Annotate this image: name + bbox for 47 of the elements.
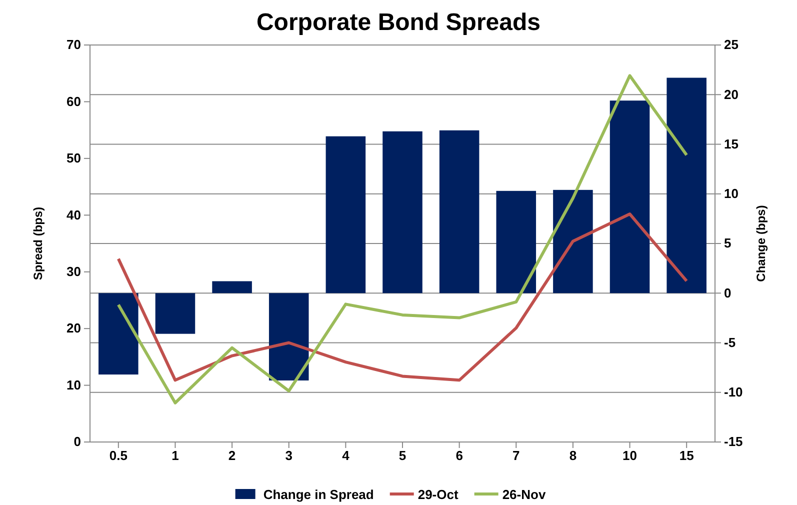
y2-tick-label: -10 (724, 384, 743, 400)
legend-label: Change in Spread (263, 487, 374, 502)
y2-tick-label: 20 (724, 86, 738, 102)
x-tick-label: 6 (456, 448, 463, 464)
bar (610, 100, 650, 294)
y-tick-label: 70 (66, 37, 81, 52)
y2-tick-label: 5 (724, 236, 732, 251)
bar (268, 293, 309, 380)
x-tick-label: 15 (679, 448, 694, 464)
y-tick-label: 50 (66, 150, 81, 166)
bar (155, 293, 196, 334)
y-axis-title: Spread (bps) (31, 206, 45, 280)
y-tick-label: 0 (74, 434, 81, 450)
x-tick-label: 10 (622, 448, 638, 464)
x-tick-label: 4 (342, 448, 350, 464)
bar (212, 281, 252, 294)
x-tick-label: 5 (398, 448, 406, 464)
y2-tick-label: 10 (724, 186, 738, 202)
y2-axis-title: Change (bps) (754, 205, 768, 282)
y-tick-label: 30 (66, 264, 81, 280)
y-tick-label: 40 (66, 207, 81, 222)
y2-tick-label: -15 (724, 434, 743, 450)
chart-title: Corporate Bond Spreads (256, 9, 541, 36)
legend-label: 26-Nov (502, 487, 546, 502)
bar (553, 190, 593, 294)
y-tick-label: 10 (66, 377, 81, 392)
bar (666, 78, 706, 294)
bar (496, 190, 536, 294)
x-tick-label: 7 (512, 448, 520, 464)
legend-label: 29-Oct (418, 487, 459, 502)
bar (98, 293, 138, 375)
x-tick-label: 8 (569, 448, 577, 464)
x-tick-label: 3 (285, 448, 292, 464)
x-tick-label: 0.5 (109, 448, 128, 464)
y2-tick-label: -5 (724, 334, 736, 350)
bar (326, 136, 366, 294)
bar (439, 130, 480, 294)
x-tick-label: 2 (228, 448, 236, 464)
line-series (116, 212, 688, 382)
y2-tick-label: 25 (724, 37, 738, 52)
y-tick-label: 60 (66, 94, 81, 109)
y2-tick-label: 15 (724, 136, 738, 152)
x-tick-label: 1 (172, 448, 179, 464)
line-series (116, 74, 688, 404)
y2-tick-label: 0 (724, 285, 732, 300)
y-tick-label: 20 (66, 320, 81, 336)
bar (382, 131, 422, 294)
